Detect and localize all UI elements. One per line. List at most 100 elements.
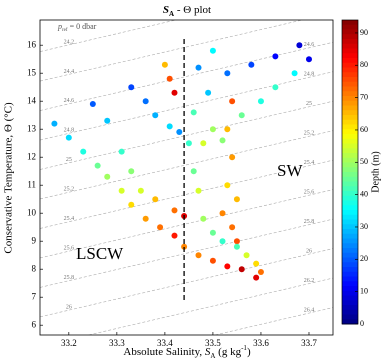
y-tick-label: 7: [32, 291, 37, 301]
colorbar-swatch: [342, 134, 358, 140]
isopycnal: [40, 248, 333, 318]
colorbar-swatch: [342, 305, 358, 311]
point: [181, 243, 188, 250]
point: [233, 243, 240, 250]
colorbar-swatch: [342, 81, 358, 87]
colorbar-swatch: [342, 53, 358, 59]
colorbar-swatch: [342, 176, 358, 182]
colorbar-swatch: [342, 153, 358, 159]
point: [209, 257, 216, 264]
isopycnal-label: 25.8: [304, 219, 315, 225]
point: [104, 117, 111, 124]
isopycnal: [213, 307, 333, 335]
isopycnal: [40, 159, 333, 229]
colorbar-swatch: [342, 276, 358, 282]
isopycnal-label: 25.6: [64, 246, 75, 252]
y-tick-label: 8: [32, 263, 37, 273]
x-tick-label: 33.3: [109, 338, 125, 348]
point: [51, 120, 58, 127]
colorbar-swatch: [342, 290, 358, 296]
pref-rest: = 0 dbar: [68, 22, 97, 31]
colorbar-swatch: [342, 257, 358, 263]
x-label-close: ): [247, 346, 251, 358]
colorbar-swatch: [342, 67, 358, 73]
title-subscript: A: [169, 10, 174, 18]
point: [142, 98, 149, 105]
point: [166, 75, 173, 82]
colorbar-swatch: [342, 205, 358, 211]
isopycnal-label: 24.2: [64, 39, 75, 45]
point: [166, 123, 173, 130]
colorbar-swatch: [342, 191, 358, 197]
point: [243, 252, 250, 259]
colorbar-tick-label: 40: [360, 189, 368, 198]
colorbar-swatch: [342, 143, 358, 149]
colorbar-swatch: [342, 210, 358, 216]
y-tick-label: 15: [27, 67, 37, 77]
colorbar-swatch: [342, 238, 358, 244]
point: [94, 162, 101, 169]
point: [171, 232, 178, 239]
point: [118, 148, 125, 155]
colorbar-swatch: [342, 138, 358, 144]
colorbar-frame: [341, 19, 359, 325]
isopycnal-label: 25.6: [304, 190, 315, 196]
isopycnal-label: 25.4: [64, 216, 75, 222]
isopycnal: [40, 20, 177, 52]
y-tick-label: 12: [27, 151, 36, 161]
point: [209, 229, 216, 236]
x-axis-label: Absolute Salinity, SA (g kg-1): [123, 344, 251, 360]
colorbar-swatch: [342, 295, 358, 301]
point: [89, 101, 96, 107]
colorbar-swatch: [342, 286, 358, 292]
annotation-sw: SW: [277, 161, 303, 180]
point: [209, 126, 216, 133]
isopycnal: [40, 189, 333, 259]
isopycnal: [40, 20, 304, 82]
colorbar-swatch: [342, 314, 358, 320]
colorbar-swatch: [342, 200, 358, 206]
colorbar-swatch: [342, 119, 358, 125]
colorbar-swatch: [342, 24, 358, 30]
point: [152, 112, 159, 119]
isopycnal-label: 25.2: [64, 187, 75, 193]
point: [190, 168, 197, 175]
isopycnal: [40, 41, 333, 111]
point: [205, 89, 212, 96]
colorbar-swatch: [342, 100, 358, 106]
colorbar-swatch: [342, 29, 358, 35]
point: [195, 64, 202, 71]
y-tick-label: 9: [32, 235, 37, 245]
colorbar-swatch: [342, 157, 358, 163]
point: [195, 252, 202, 259]
colorbar-swatch: [342, 233, 358, 239]
point: [253, 260, 260, 267]
colorbar-swatch: [342, 43, 358, 49]
x-tick-label: 33.6: [253, 338, 269, 348]
colorbar-swatch: [342, 243, 358, 249]
x-label-symbol: S: [205, 346, 211, 358]
chart-title: SA - Θ plot: [163, 4, 211, 18]
colorbar-tick-label: 80: [360, 60, 368, 69]
title-symbol: S: [163, 4, 169, 16]
isopycnal-label: 25: [306, 101, 312, 107]
isopycnal-label: 24.6: [64, 98, 75, 104]
colorbar-swatch: [342, 319, 358, 325]
plot-frame: [39, 19, 334, 336]
colorbar-swatch: [342, 229, 358, 235]
x-tick-label: 33.4: [157, 338, 173, 348]
point: [65, 134, 72, 141]
point: [233, 238, 240, 245]
point: [272, 84, 279, 91]
point: [224, 70, 231, 77]
colorbar-swatch: [342, 48, 358, 54]
y-tick-label: 14: [27, 95, 37, 105]
x-label-subscript: A: [210, 352, 215, 360]
colorbar-tick-label: 60: [360, 125, 368, 134]
isopycnal: [40, 100, 333, 170]
colorbar-swatch: [342, 58, 358, 64]
x-tick-label: 33.5: [205, 338, 221, 348]
colorbar-swatch: [342, 115, 358, 121]
colorbar-swatch: [342, 309, 358, 315]
